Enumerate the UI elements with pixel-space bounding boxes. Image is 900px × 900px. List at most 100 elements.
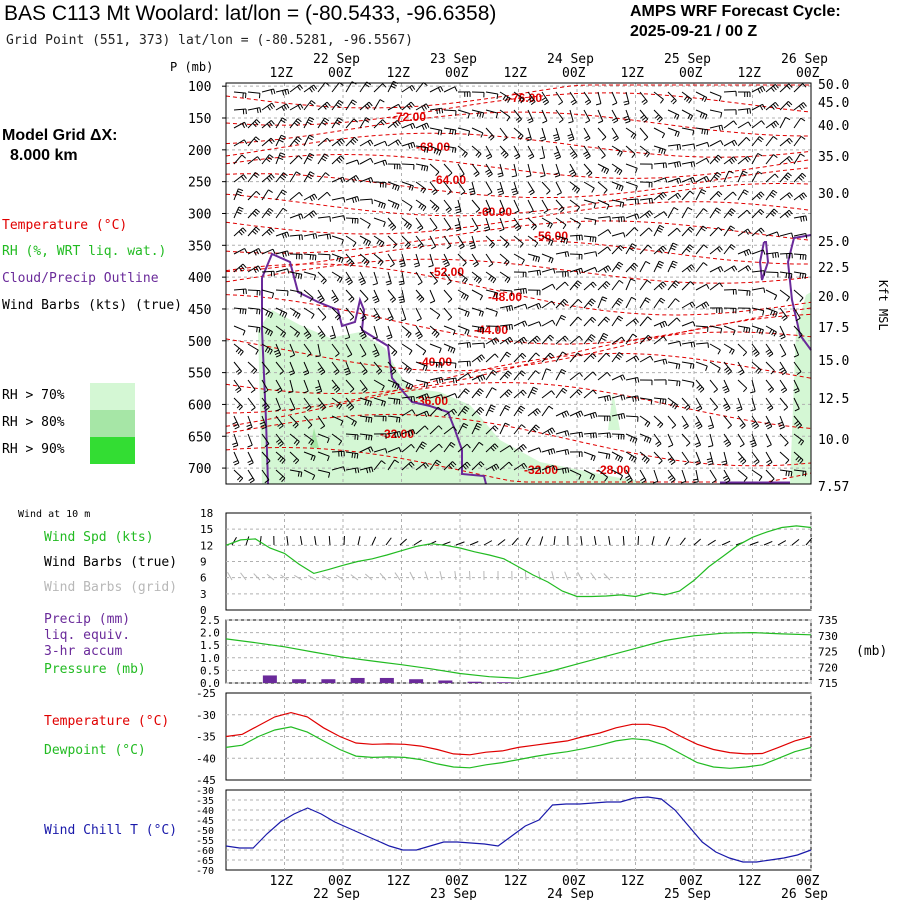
wind-barb	[751, 136, 764, 147]
wind-barb-flag	[539, 270, 542, 276]
wind-barb	[261, 433, 270, 448]
wind-barb-flag	[249, 479, 255, 484]
wind-barb-flag	[364, 119, 370, 123]
wind-barb-flag	[391, 382, 395, 388]
wind-barb	[468, 235, 476, 250]
wind-barb-shaft	[611, 181, 624, 187]
wind-barb	[737, 415, 746, 429]
height-tick-label: 25.0	[818, 235, 849, 250]
wind-barb-shaft	[597, 91, 602, 104]
wind-barb	[429, 289, 436, 304]
wind-barb	[737, 433, 745, 448]
wind-barb-flag	[490, 404, 496, 408]
wind-barb-flag	[758, 210, 763, 216]
wind-barb-flag	[580, 268, 584, 274]
wind-barb	[765, 433, 772, 448]
wind-barb-flag	[560, 371, 566, 375]
wind-barb-flag	[299, 84, 303, 90]
wind-barb	[359, 235, 371, 247]
wind-barb-flag	[270, 89, 273, 95]
wind-barb-flag	[486, 210, 492, 214]
wind-barb-flag	[342, 176, 346, 182]
wind-barb-flag	[326, 191, 331, 197]
wind-barb-shaft	[499, 445, 511, 453]
wind-barb-shaft	[401, 429, 414, 435]
wind-barb-flag	[518, 447, 523, 452]
wind-barb-flag	[239, 351, 244, 356]
wind-barb	[737, 209, 751, 219]
wind-barb-flag	[367, 400, 370, 406]
wind-barb-flag	[798, 195, 803, 201]
legend-precip: Precip (mm)	[44, 612, 131, 627]
wind-barb-flag	[313, 84, 318, 90]
wind-barb-shaft	[485, 443, 496, 453]
wind-barb-flag	[465, 388, 470, 393]
wind-barb-flag	[463, 422, 469, 427]
wind-barb-flag	[380, 242, 385, 248]
wind-barb-flag	[568, 169, 574, 173]
wind-barb-shaft	[681, 109, 693, 117]
wind-barb	[583, 235, 597, 243]
wind-barb-shaft	[695, 91, 707, 98]
wind-barb-flag	[304, 372, 310, 376]
wind-barb-flag	[368, 101, 373, 107]
wind-barb-flag	[759, 208, 765, 214]
wind-barb-flag	[306, 157, 312, 161]
wind-barb	[569, 431, 584, 438]
wind-barb-flag	[417, 242, 423, 247]
wind-barb	[639, 260, 651, 273]
wind-barb	[527, 253, 541, 263]
wind-barb-shaft	[555, 91, 564, 103]
wind-barb-flag	[392, 123, 397, 128]
wind-barb-flag	[783, 406, 788, 411]
wind-barb	[653, 379, 667, 385]
wind-barb-flag	[798, 176, 803, 181]
wind-barb-shaft	[793, 253, 807, 256]
wind-barb-flag	[570, 99, 576, 103]
wind-barb-flag	[497, 172, 503, 175]
wind-barb-flag	[760, 191, 765, 196]
wind-barb-flag	[478, 441, 484, 446]
wind-barb-flag	[717, 267, 722, 273]
wind-barb-flag	[260, 424, 266, 428]
wind-barb-flag	[391, 370, 397, 375]
wind-barb-flag	[519, 372, 525, 377]
cross-section-frame	[225, 82, 812, 485]
wind-barb-flag	[590, 318, 595, 323]
wind-barb-shaft	[373, 253, 384, 263]
wind-barb-flag	[443, 261, 449, 266]
wind-barb	[499, 461, 513, 471]
wind-barb-flag	[269, 313, 274, 319]
wind-barb-flag	[490, 447, 495, 452]
wind-barb-flag	[278, 425, 284, 429]
wind-barb	[779, 252, 793, 259]
pressure-line	[225, 631, 812, 679]
wind-barb	[569, 410, 584, 418]
wind-barb-shaft	[303, 135, 310, 147]
wind-barb-shaft	[289, 451, 300, 461]
wind-barb-flag	[571, 173, 577, 178]
wind-barb-flag	[779, 333, 785, 338]
wind-barb-flag	[238, 231, 243, 236]
wind-barb-flag	[485, 208, 491, 212]
wind-barb-flag	[335, 353, 340, 357]
wind-barb-flag	[433, 191, 438, 195]
wind-barb	[793, 451, 804, 465]
wind-barb-shaft	[779, 307, 788, 318]
wind-barb-flag	[267, 156, 273, 161]
wind-barb	[639, 433, 652, 444]
wind-barb-shaft	[471, 342, 485, 345]
wind-barb-flag	[491, 466, 495, 472]
wind-barb	[275, 189, 287, 201]
wind-barb	[765, 289, 778, 301]
wind-barb-flag	[244, 122, 248, 127]
wind-barb-shaft	[513, 127, 524, 137]
wind-barb-flag	[645, 260, 651, 265]
temperature-contour-label: -60.00	[478, 205, 512, 219]
wind-barb-flag	[518, 97, 522, 102]
wind-barb	[527, 335, 541, 345]
wind-barb	[401, 217, 412, 230]
wind-barb-flag	[769, 194, 775, 198]
wind-barb	[398, 289, 405, 304]
wind-barb-shaft	[555, 163, 561, 176]
